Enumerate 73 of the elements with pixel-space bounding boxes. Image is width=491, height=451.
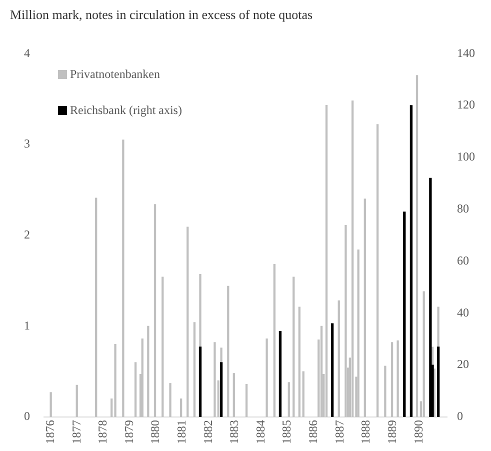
bar [232,373,236,417]
bar [330,323,334,417]
bar [266,338,268,417]
bar [298,306,301,417]
bar [50,392,52,417]
bar [147,326,150,417]
x-tick-label: 1884 [253,420,268,444]
bar [288,382,290,417]
bar [95,198,98,417]
legend-label: Reichsbank (right axis) [70,102,182,118]
bar [154,204,156,417]
bar [410,105,413,417]
bar [429,178,432,417]
x-tick-label: 1889 [384,420,399,444]
x-tick-label: 1878 [96,420,110,444]
x-tick-label: 1877 [69,420,84,444]
bar [320,326,323,417]
y2-tick-label: 140 [457,46,475,60]
y2-tick-label: 80 [457,202,469,216]
chart-title: Million mark, notes in circulation in excess of note quotas [10,7,313,22]
y-tick-label: 1 [24,318,30,332]
y-tick-label: 3 [24,136,30,151]
y2-tick-label: 100 [457,150,475,164]
bar [76,384,78,417]
y2-tick-label: 120 [457,98,475,112]
bar [122,140,124,417]
bar [141,338,144,417]
x-tick-label: 1881 [174,420,189,444]
bar [180,398,182,417]
bar [416,75,418,417]
y2-tick-label: 20 [457,357,469,372]
y-tick-label: 0 [24,409,30,424]
bar [351,100,354,417]
y-tick-label: 4 [24,46,30,60]
bar [384,366,386,417]
bar [390,342,394,417]
bar [214,342,216,417]
bar [376,124,379,417]
bar [227,286,230,417]
x-tick-label: 1885 [280,420,294,444]
bar [169,383,172,417]
y2-tick-label: 0 [457,409,463,424]
bar [403,212,406,417]
x-tick-label: 1882 [200,420,215,444]
bar [422,291,425,417]
y2-tick-label: 60 [457,253,469,268]
x-tick-label: 1890 [411,420,426,444]
bar [193,322,196,417]
y2-tick-label: 40 [457,305,469,320]
bar [364,198,366,417]
bar [357,250,360,417]
bar [325,105,328,417]
x-tick-label: 1886 [306,420,320,444]
bar [396,340,399,417]
bar [302,371,304,417]
bar [186,226,189,417]
x-tick-label: 1879 [122,420,136,444]
bar [278,331,282,417]
bar [114,344,116,417]
bar [273,264,276,417]
bar [344,224,347,417]
bar [245,384,248,417]
bar [162,276,164,417]
y-tick-label: 2 [24,227,30,242]
bar [134,362,137,417]
x-tick-label: 1888 [358,420,373,444]
bar [292,276,295,417]
x-tick-label: 1880 [148,420,162,444]
x-tick-label: 1876 [42,420,57,444]
x-tick-label: 1883 [227,420,242,444]
bar [338,300,340,417]
x-tick-label: 1887 [332,420,346,444]
legend-label: Privatnotenbanken [70,66,160,82]
